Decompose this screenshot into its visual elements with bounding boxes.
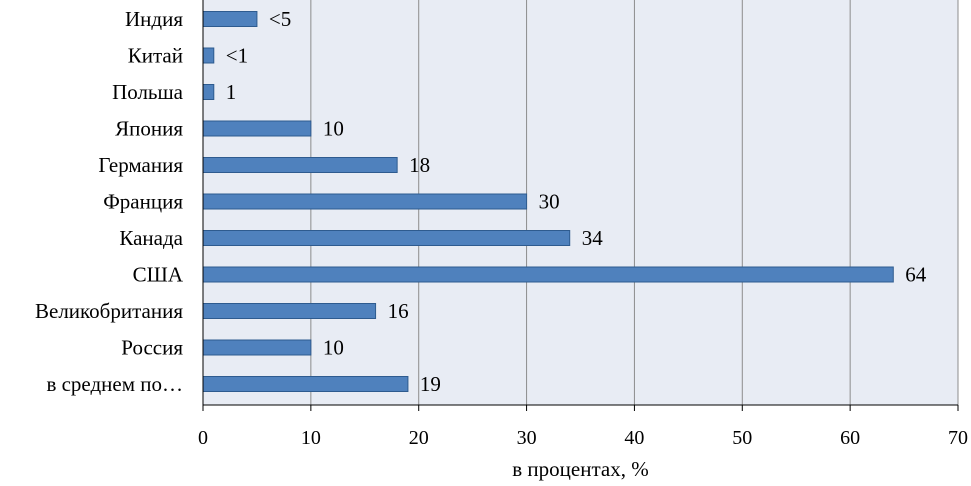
bar — [202, 47, 215, 64]
category-label: Польша — [112, 80, 184, 104]
bars — [202, 11, 894, 392]
bar — [202, 120, 312, 137]
bar — [202, 84, 215, 100]
x-tick-label: 50 — [732, 427, 752, 449]
data-label: 1 — [226, 80, 237, 104]
data-labels: <5 <1 1 10 18 30 34 64 16 10 19 — [226, 7, 927, 396]
x-tick-label: 0 — [198, 427, 208, 449]
data-label: 19 — [420, 372, 441, 396]
category-label: Китай — [128, 44, 183, 68]
data-label: <5 — [269, 7, 291, 31]
data-label: 64 — [905, 263, 927, 287]
category-label: в среднем по… — [46, 372, 183, 396]
data-label: 10 — [323, 336, 344, 360]
data-label: 18 — [409, 153, 430, 177]
x-tick-label: 70 — [948, 427, 968, 449]
x-tick-label: 30 — [517, 427, 537, 449]
x-tick-label: 20 — [409, 427, 429, 449]
bar — [202, 230, 571, 246]
category-label: Канада — [119, 226, 183, 250]
bar — [202, 193, 528, 210]
data-label: 10 — [323, 117, 344, 141]
bar — [202, 266, 894, 283]
data-label: 30 — [539, 190, 560, 214]
category-label: Индия — [125, 7, 183, 31]
x-tick-label: 40 — [624, 427, 644, 449]
x-tick-label: 10 — [301, 427, 321, 449]
category-label: Япония — [115, 117, 183, 141]
data-label: 16 — [388, 299, 409, 323]
category-label: Россия — [121, 336, 183, 360]
bar — [202, 157, 398, 173]
bar — [202, 11, 258, 27]
data-label: 34 — [582, 226, 604, 250]
bar — [202, 376, 409, 392]
bar — [202, 303, 377, 319]
data-label: <1 — [226, 44, 248, 68]
x-axis-title: в процентах, % — [512, 457, 648, 481]
category-label: Германия — [98, 153, 183, 177]
x-tick-label: 60 — [840, 427, 860, 449]
bar — [202, 339, 312, 356]
category-label: Великобритания — [35, 299, 183, 323]
category-labels: Индия Китай Польша Япония Германия Франция Кан… — [35, 7, 184, 396]
category-label: США — [133, 263, 184, 287]
category-label: Франция — [103, 190, 183, 214]
x-ticks: 0 10 20 30 40 50 60 70 — [198, 405, 968, 449]
